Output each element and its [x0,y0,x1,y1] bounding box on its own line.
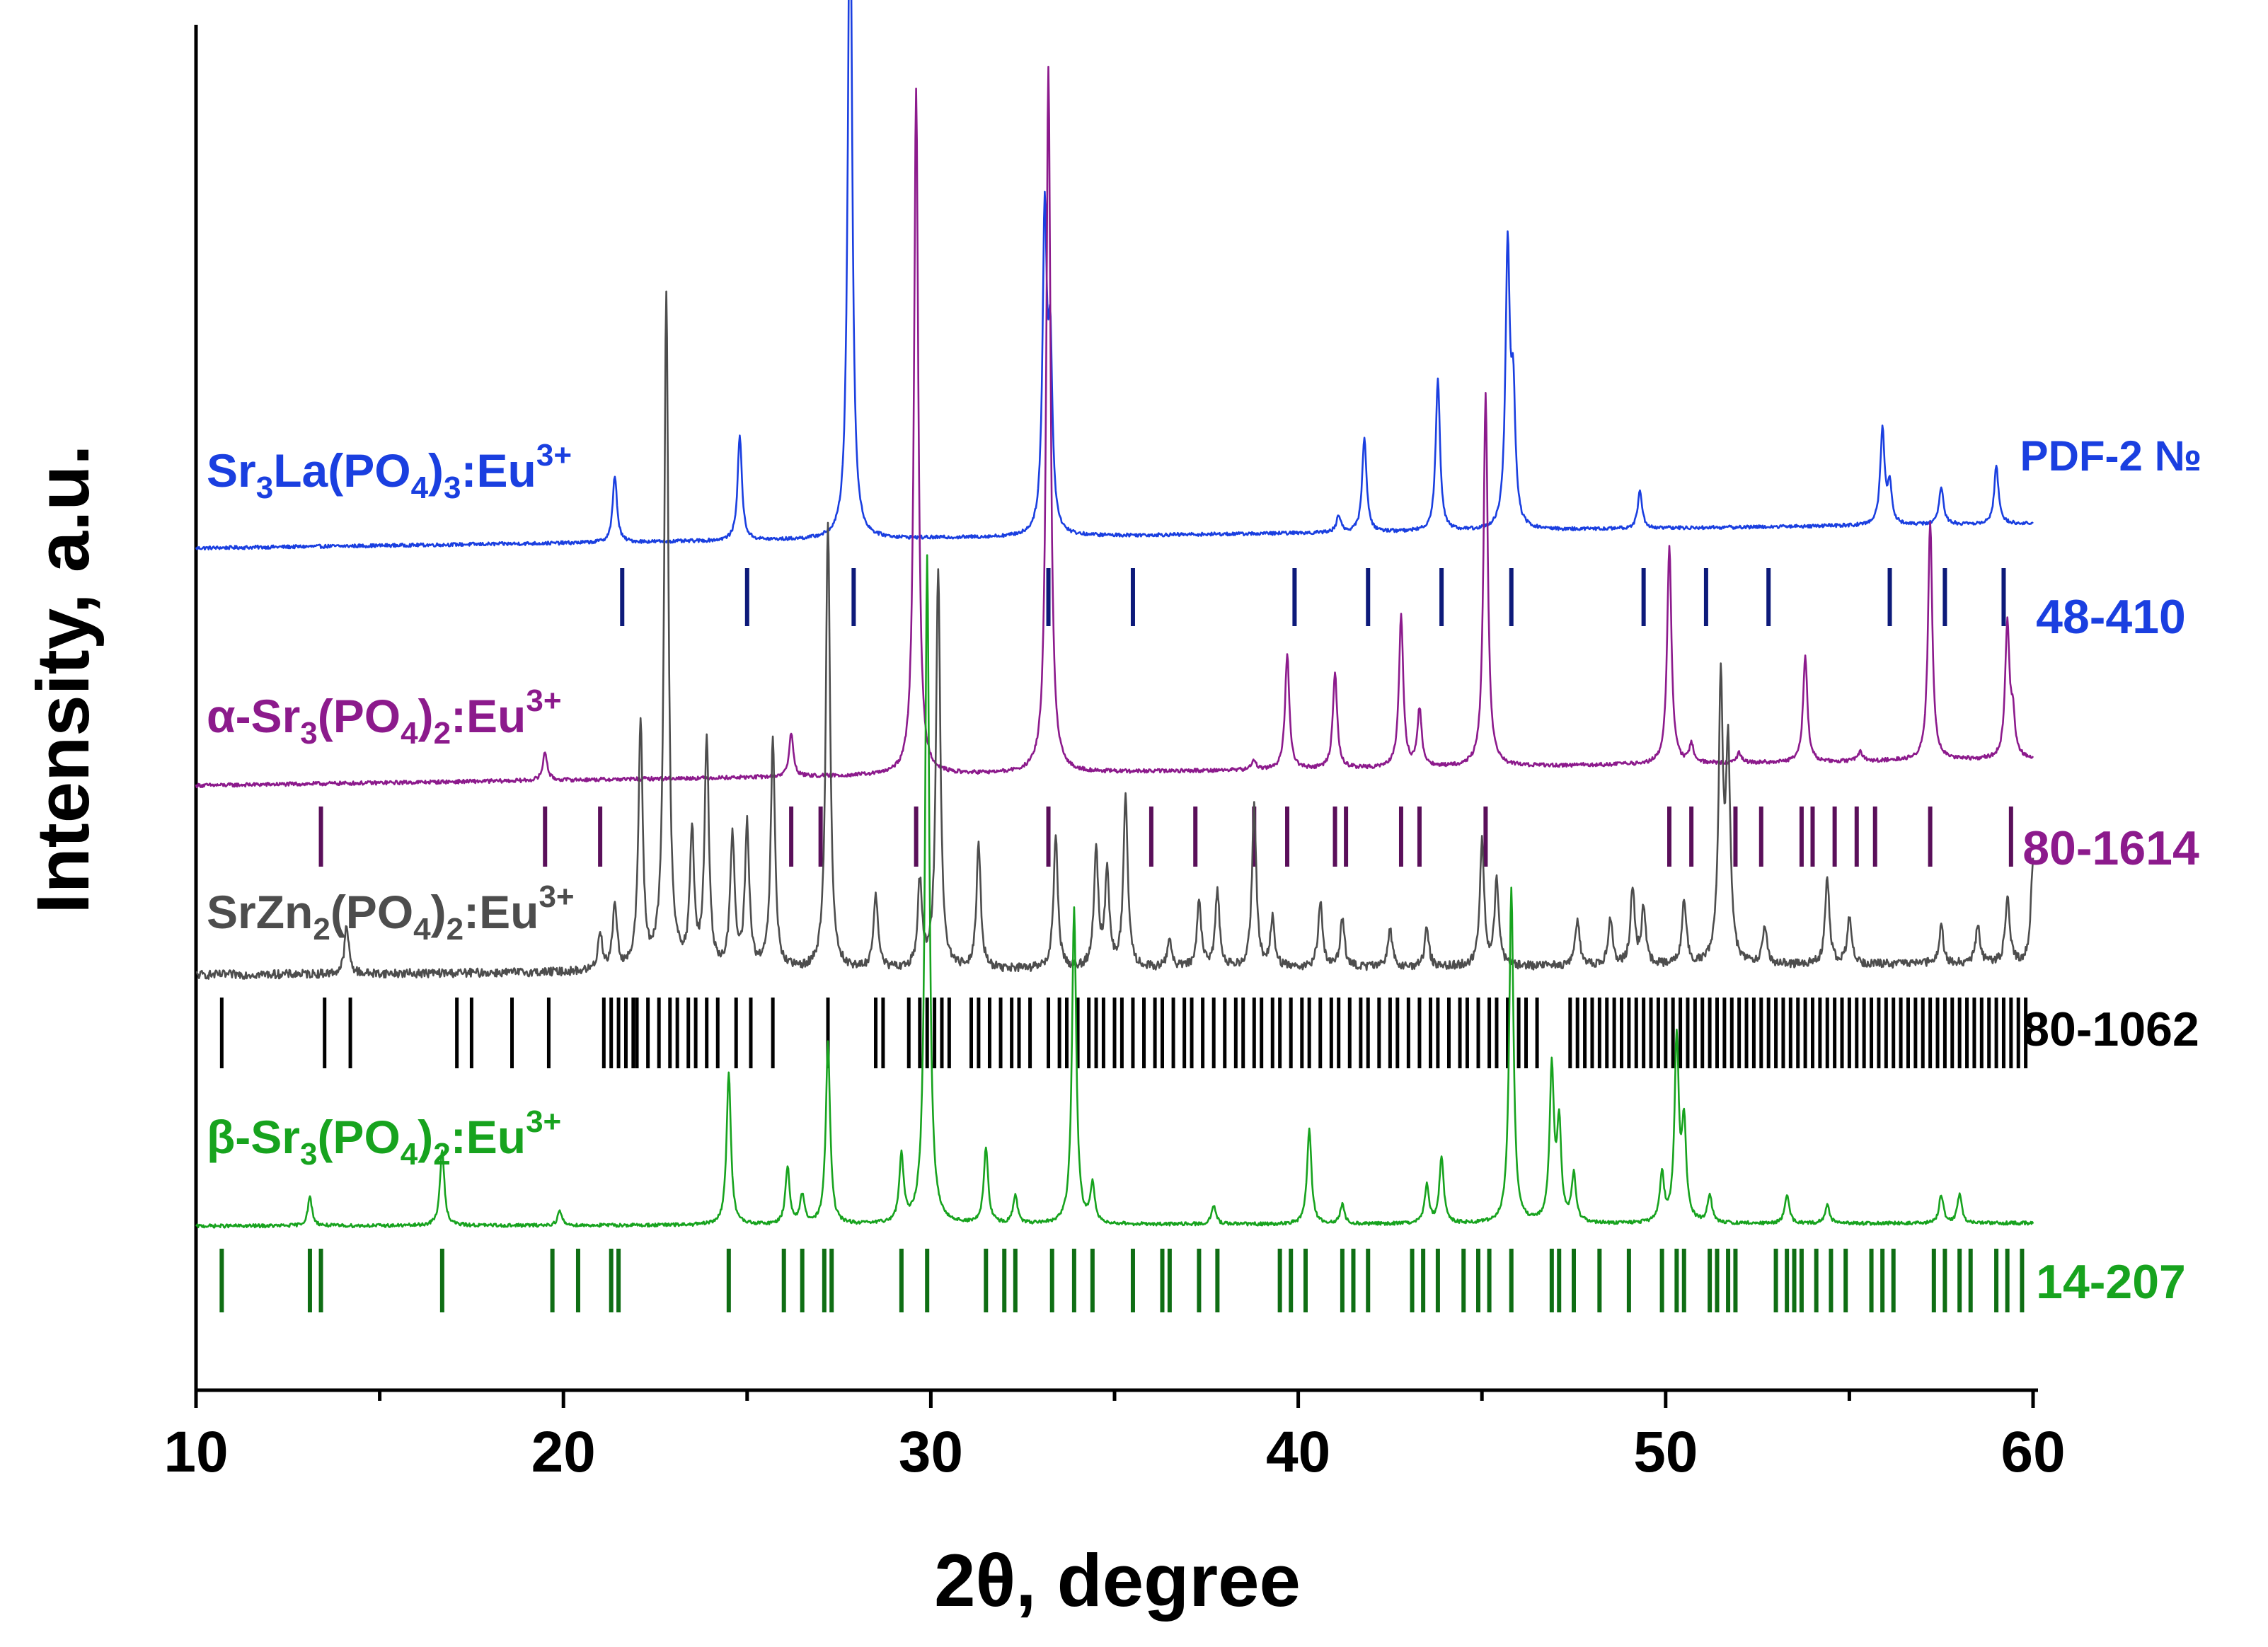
reference-sticks [219,568,2028,1312]
series-label-4: β-Sr3(PO4)2:Eu3+ [207,1104,561,1172]
x-tick-label: 30 [899,1420,963,1484]
series-label-2: α-Sr3(PO4)2:Eu3+ [207,683,562,751]
pdf-number-3: 80-1062 [2022,1002,2199,1056]
x-tick-label: 60 [2001,1420,2065,1484]
x-tick-label: 20 [531,1420,596,1484]
x-axis-ticks: 10 20 30 40 50 60 [163,1390,2066,1484]
series-label-1: Sr3La(PO4)3:Eu3+ [207,438,572,505]
x-tick-label: 10 [163,1420,228,1484]
pdf-number-2: 80-1614 [2022,821,2199,875]
series-labels: Sr3La(PO4)3:Eu3+ 48-410 α-Sr3(PO4)2:Eu3+ 80… [207,438,2199,1309]
pattern-line-4 [195,554,2034,1229]
pdf-reference-header: PDF-2 № [2020,432,2202,480]
x-tick-label: 40 [1266,1420,1330,1484]
pattern-line-3 [195,290,2034,980]
pattern-line-1 [195,0,2034,551]
pattern-series [195,0,2034,1229]
pdf-number-1: 48-410 [2036,590,2186,644]
series-label-3: SrZn2(PO4)2:Eu3+ [207,879,575,947]
x-tick-label: 50 [1633,1420,1698,1484]
x-axis-title: 2θ, degree [934,1539,1301,1622]
pdf-number-4: 14-207 [2036,1255,2186,1309]
y-axis-title: Intensity, a.u. [22,444,105,913]
